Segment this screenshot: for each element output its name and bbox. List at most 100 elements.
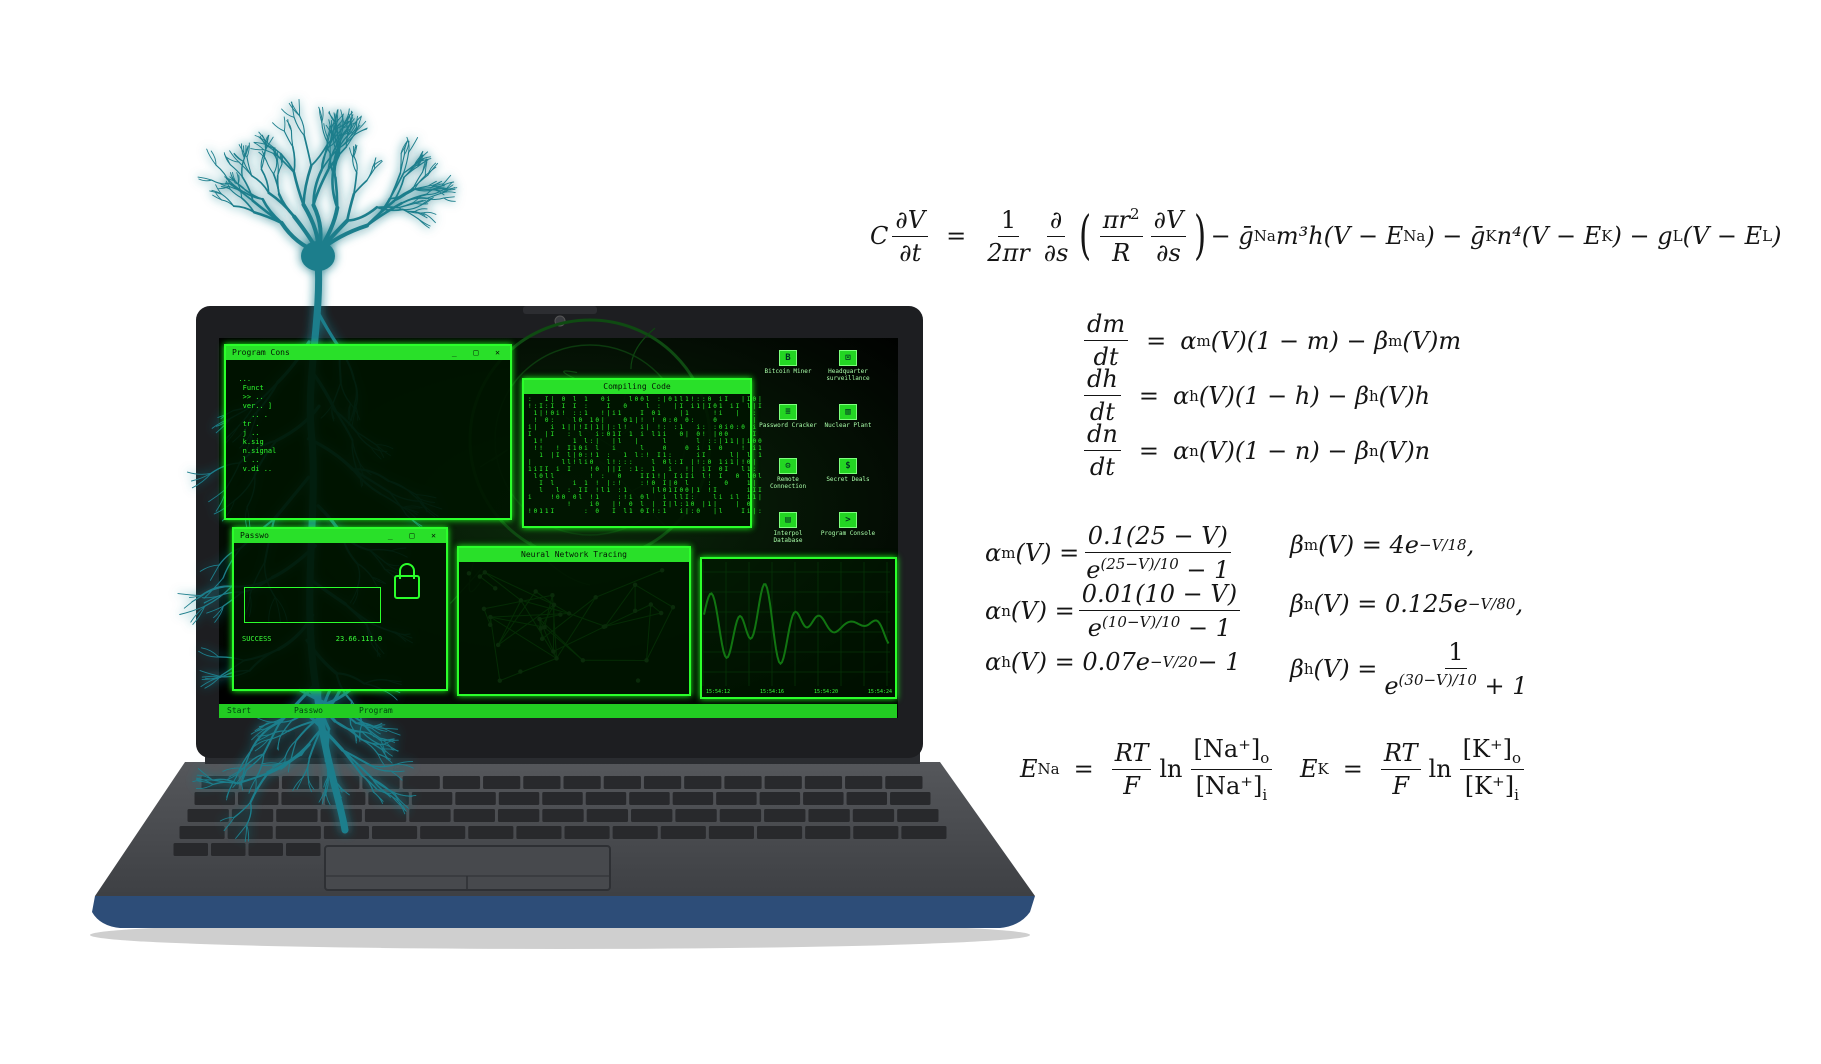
key: [173, 843, 208, 856]
taskbar-item-password[interactable]: Passwo: [294, 706, 323, 715]
key: [805, 826, 851, 839]
desktop-icon[interactable]: ≡ Password Cracker: [758, 404, 818, 429]
key: [719, 809, 762, 822]
key: [194, 792, 235, 805]
matrix-code: : I| 0 l 1 0i l00l :|01l1!::0 iI |I0| !:…: [528, 396, 764, 515]
key: [631, 809, 673, 822]
beta-n-equation: β n (V) = 0.125e −V/80,: [1290, 590, 1524, 618]
password-ip: 23.66.111.0: [335, 635, 383, 643]
key: [275, 826, 321, 839]
compiling-code-window[interactable]: Compiling Code : I| 0 l 1 0i l00l :|01l1…: [522, 378, 764, 528]
key: [757, 826, 803, 839]
key: [179, 826, 225, 839]
alpha-h-equation: α h (V) = 0.07e −V/20 − 1: [985, 648, 1241, 676]
key: [803, 792, 844, 805]
key: [684, 776, 722, 789]
key: [846, 792, 888, 805]
desktop-icon[interactable]: ▥ Nuclear Plant: [818, 404, 878, 429]
desktop-icon[interactable]: ⚙ Remote Connection: [758, 458, 818, 490]
cable-equation: C ∂V ∂t = 1 2πr ∂ ∂s ( πr2 R ∂V ∂s ) − ḡ Na m³…: [870, 205, 1782, 267]
start-button[interactable]: Start: [227, 706, 252, 715]
key: [629, 792, 670, 805]
key: [585, 792, 627, 805]
key: [409, 809, 451, 822]
key: [372, 826, 418, 839]
key: [411, 792, 453, 805]
key: [643, 776, 682, 789]
nernst-na-equation: E Na = RT F ln [Na⁺]o [Na⁺]i: [1020, 735, 1276, 804]
key: [286, 843, 321, 856]
desktop-icon[interactable]: $ Secret Deals: [818, 458, 878, 483]
gating-equation: dn dt = α n (V)(1 − n) − β n (V)n: [1080, 420, 1430, 481]
key: [227, 826, 273, 839]
key: [281, 792, 322, 805]
program-console-window[interactable]: Program Cons _ □ ✕ ... Funct >> .. ver.. …: [224, 344, 512, 520]
laptop-base-edge: [92, 896, 1035, 928]
app-icon: ⊡: [839, 350, 857, 366]
key: [852, 809, 895, 822]
gating-equation: dh dt = α h (V)(1 − h) − β h (V)h: [1080, 365, 1430, 426]
key: [708, 826, 754, 839]
neural-network-window[interactable]: Neural Network Tracing: [457, 546, 691, 696]
window-title: Neural Network Tracing: [521, 550, 627, 559]
desktop-icon[interactable]: B Bitcoin Miner: [758, 350, 818, 375]
key: [402, 776, 440, 789]
key: [483, 776, 521, 789]
app-icon: ▥: [839, 404, 857, 420]
window-title: Passwo: [240, 531, 269, 540]
key: [897, 809, 939, 822]
soma: [301, 241, 335, 271]
key: [808, 809, 850, 822]
key: [853, 826, 899, 839]
window-title: Compiling Code: [603, 382, 671, 391]
icon-label: Remote Connection: [769, 476, 807, 490]
key: [660, 826, 706, 839]
icon-label: Password Cracker: [759, 422, 817, 429]
key: [187, 809, 229, 822]
key: [564, 826, 610, 839]
key: [468, 826, 514, 839]
key: [890, 792, 931, 805]
beta-m-equation: β m (V) = 4e −V/18,: [1290, 531, 1475, 559]
desktop-icon[interactable]: ▤ Interpol Database: [758, 512, 818, 544]
key: [901, 826, 947, 839]
key: [497, 809, 540, 822]
key: [248, 843, 283, 856]
console-output: ... Funct >> .. ver.. ] .. . tr . j .. k…: [238, 375, 277, 473]
key: [845, 776, 883, 789]
key: [716, 792, 757, 805]
app-icon: >: [839, 512, 857, 528]
alpha-m-equation: α m (V) = 0.1(25 − V) e(25−V)/10 − 1: [985, 522, 1231, 584]
app-icon: ▤: [779, 512, 797, 528]
key: [364, 809, 407, 822]
key: [455, 792, 496, 805]
key: [612, 826, 658, 839]
icon-label: Bitcoin Miner: [764, 368, 812, 375]
window-controls[interactable]: _ □ ✕: [451, 348, 506, 357]
key: [563, 776, 601, 789]
key: [586, 809, 629, 822]
password-keypad[interactable]: [244, 587, 381, 623]
alpha-n-equation: α n (V) = 0.01(10 − V) e(10−V)/10 − 1: [985, 580, 1244, 642]
icon-label: Secret Deals: [826, 476, 870, 483]
key: [542, 792, 583, 805]
key: [724, 776, 762, 789]
key: [523, 776, 561, 789]
signal-plot-window[interactable]: 15:54:12 15:54:16 15:54:20 15:54:24: [700, 557, 897, 699]
taskbar-item-program[interactable]: Program: [359, 706, 393, 715]
app-icon: ≡: [779, 404, 797, 420]
key: [885, 776, 923, 789]
key: [420, 826, 466, 839]
key: [237, 792, 279, 805]
desktop-icon[interactable]: > Program Console: [818, 512, 878, 537]
app-icon: $: [839, 458, 857, 474]
key: [362, 776, 400, 789]
gating-equation: dm dt = α m (V)(1 − m) − β m (V)m: [1080, 310, 1461, 371]
password-cracker-window[interactable]: Passwo _ □ ✕ SUCCESS 23.66.111.0: [232, 527, 448, 691]
password-status: SUCCESS: [242, 635, 272, 643]
key: [211, 843, 246, 856]
desktop-icon[interactable]: ⊡ Headquarter surveillance: [818, 350, 878, 382]
window-title: Program Cons: [232, 348, 290, 357]
key: [498, 792, 540, 805]
